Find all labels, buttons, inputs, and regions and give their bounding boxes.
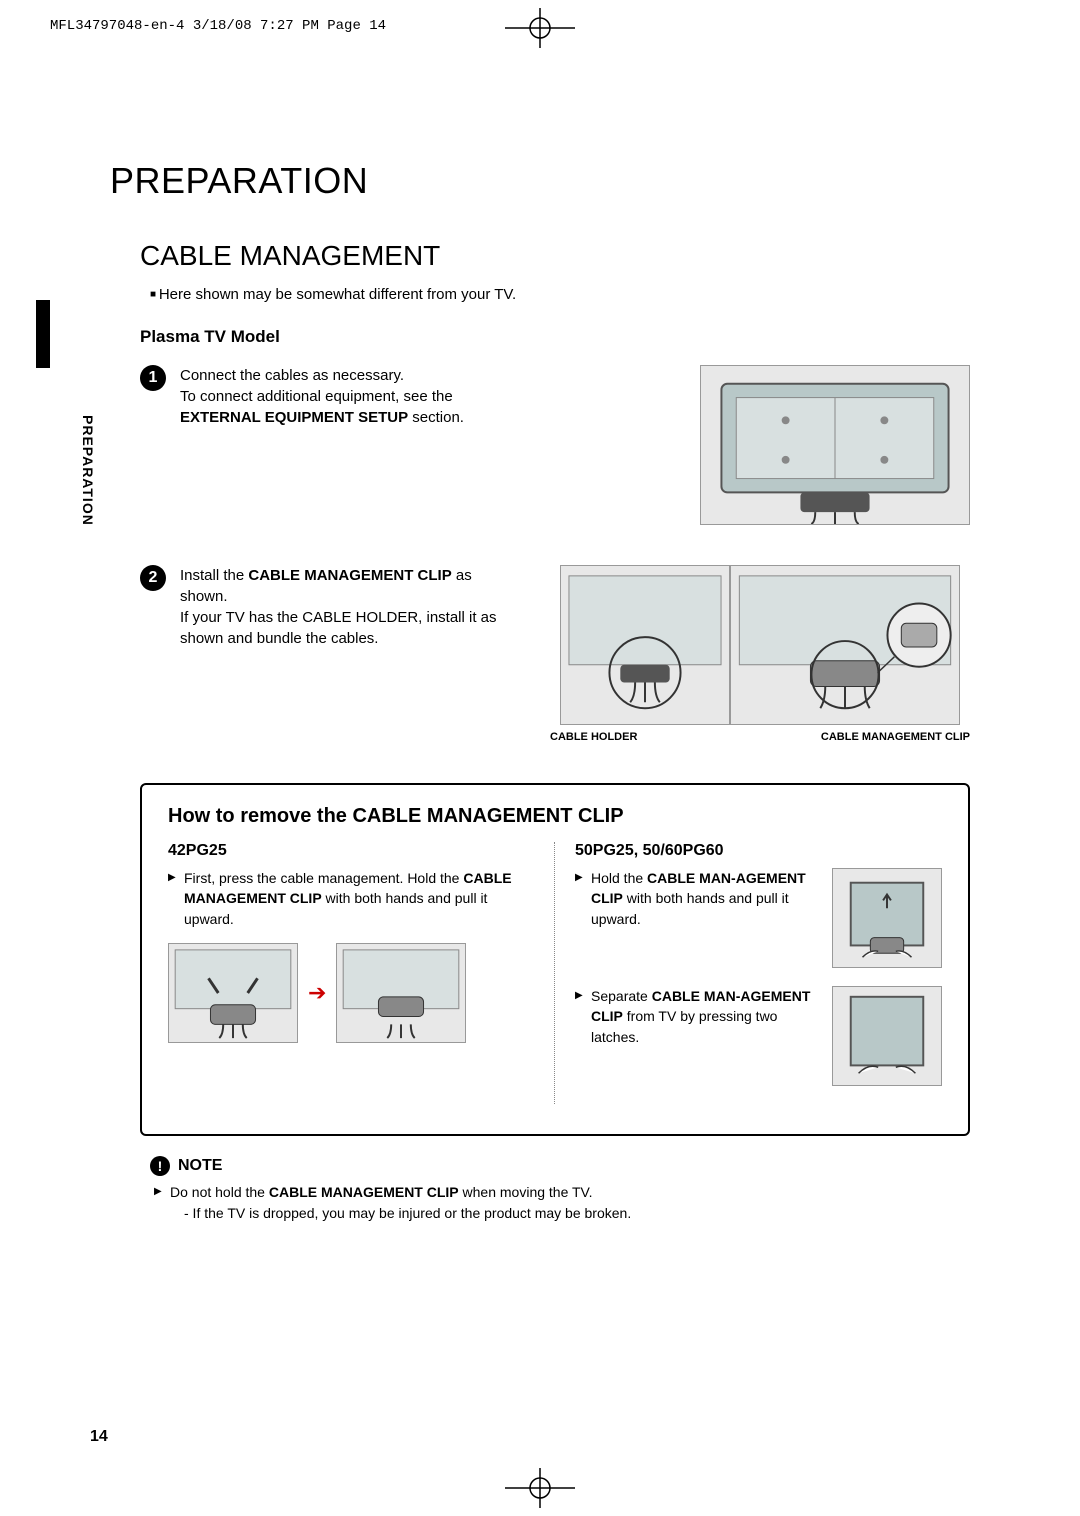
step-1-bold: EXTERNAL EQUIPMENT SETUP (180, 409, 408, 426)
model-50pg: 50PG25, 50/60PG60 (575, 842, 942, 860)
figure-50pg-separate (832, 986, 942, 1086)
label-cable-mgmt-clip: CABLE MANAGEMENT CLIP (821, 731, 970, 743)
label-cable-holder: CABLE HOLDER (550, 731, 637, 743)
figure-42-pull (336, 943, 466, 1043)
model-42pg25: 42PG25 (168, 842, 534, 860)
arrow-icon: ➔ (308, 980, 326, 1006)
step-1-row: 1 Connect the cables as necessary. To co… (140, 365, 970, 525)
figure-42-press (168, 943, 298, 1043)
bullet-42pg25: First, press the cable management. Hold … (168, 868, 534, 929)
step-1-line-1: Connect the cables as necessary. (180, 367, 404, 384)
step-2-line-2: If your TV has the CABLE HOLDER, install… (180, 609, 497, 647)
note-body: Do not hold the CABLE MANAGEMENT CLIP wh… (150, 1182, 970, 1224)
step-2-bold: CABLE MANAGEMENT CLIP (248, 567, 451, 584)
step-2-number: 2 (140, 565, 166, 591)
removal-box: How to remove the CABLE MANAGEMENT CLIP … (140, 783, 970, 1136)
note-heading: ! NOTE (150, 1156, 970, 1176)
crop-header: MFL34797048-en-4 3/18/08 7:27 PM Page 14 (50, 18, 386, 34)
figure-tv-rear (700, 365, 970, 525)
step-2-row: 2 Install the CABLE MANAGEMENT CLIP as s… (140, 565, 970, 743)
step-2: 2 Install the CABLE MANAGEMENT CLIP as s… (140, 565, 520, 649)
figure-50pg-hold (832, 868, 942, 968)
step-2-text: Install the CABLE MANAGEMENT CLIP as sho… (180, 565, 520, 649)
registration-mark-top (505, 8, 575, 48)
page-title: PREPARATION (110, 160, 970, 202)
page-content: PREPARATION CABLE MANAGEMENT Here shown … (110, 160, 970, 1224)
thumb-tab (36, 300, 50, 368)
page-number: 14 (90, 1428, 108, 1446)
figure-2-labels: CABLE HOLDER CABLE MANAGEMENT CLIP (550, 731, 970, 743)
removal-box-title: How to remove the CABLE MANAGEMENT CLIP (168, 805, 942, 828)
removal-col-42pg25: 42PG25 First, press the cable management… (168, 842, 555, 1104)
side-section-label: PREPARATION (80, 415, 96, 526)
note-icon: ! (150, 1156, 170, 1176)
note-block: ! NOTE Do not hold the CABLE MANAGEMENT … (150, 1156, 970, 1224)
removal-col-50pg: 50PG25, 50/60PG60 Hold the CABLE MAN-AGE… (555, 842, 942, 1104)
figure-group-2: CABLE HOLDER CABLE MANAGEMENT CLIP (550, 565, 970, 743)
step-1: 1 Connect the cables as necessary. To co… (140, 365, 520, 428)
section-title: CABLE MANAGEMENT (140, 240, 970, 272)
step-2-line-1a: Install the (180, 567, 248, 584)
model-label: Plasma TV Model (140, 327, 970, 347)
figure-cable-holder (560, 565, 730, 725)
figure-cable-clip (730, 565, 960, 725)
step-1-line-2a: To connect additional equipment, see the (180, 388, 453, 405)
step-1-number: 1 (140, 365, 166, 391)
note-line-2: - If the TV is dropped, you may be injur… (154, 1203, 970, 1224)
step-1-text: Connect the cables as necessary. To conn… (180, 365, 520, 428)
step-1-line-2c: section. (408, 409, 464, 426)
intro-text: Here shown may be somewhat different fro… (150, 286, 970, 303)
bullet-50pg-1: Hold the CABLE MAN-AGEMENT CLIP with bot… (575, 868, 820, 929)
bullet-50pg-2: Separate CABLE MAN-AGEMENT CLIP from TV … (575, 986, 820, 1047)
note-heading-text: NOTE (178, 1157, 222, 1175)
registration-mark-bottom (505, 1468, 575, 1508)
